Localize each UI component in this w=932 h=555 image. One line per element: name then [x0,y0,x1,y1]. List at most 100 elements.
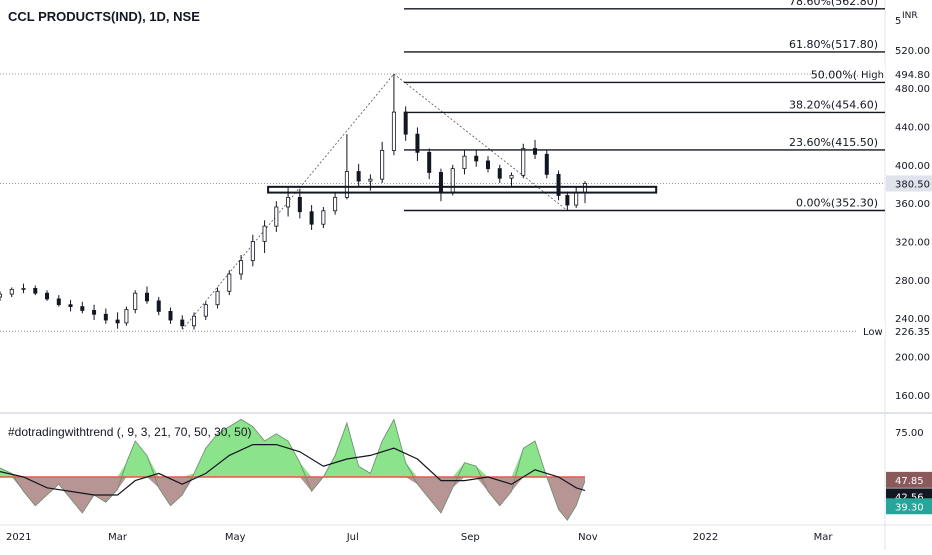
pane-separator [0,412,932,414]
candle-body [80,306,85,311]
candle-body [286,196,291,208]
candle-body [215,290,220,306]
time-tick-label: Mar [814,532,834,543]
candle-body [438,172,443,193]
candle-body [415,133,420,153]
candle-body [262,225,267,242]
last-price-label: 380.50 [895,179,930,190]
time-tick-label: Mar [108,532,128,543]
chart-title: CCL PRODUCTS(IND), 1D, NSE [8,9,200,24]
candle-body [227,273,232,292]
candle-body [474,155,479,162]
candle-body [156,300,161,312]
candle-body [533,148,538,155]
candle-body [485,160,490,170]
candle-body [544,153,549,175]
price-tick-label: 480.00 [895,84,930,95]
candle-body [0,293,3,298]
candle-body [203,304,208,317]
support-zone-box [267,185,658,194]
signal-line [0,444,586,496]
candle-body [239,260,244,275]
time-tick-label: Jul [346,532,359,543]
fib-level-label: 0.00%(352.30) [796,197,878,210]
oscillator-fill-below [0,477,585,521]
axes: 160.00 200.00 240.00 280.00 320.00 360.00 400.… [6,11,932,543]
fib-level-label: 23.60%(415.50) [789,136,878,149]
candle-body [56,298,61,306]
candle-body [297,196,302,213]
candle-body [250,241,255,262]
candle-body [462,155,467,170]
price-pane[interactable] [0,73,885,332]
high-tag-bg [858,65,885,81]
time-tick-label: Nov [578,532,598,543]
indicator-axis-label: 75.00 [895,428,924,439]
candle-body [450,168,455,193]
fib-level-label: 61.80%(517.80) [789,38,878,51]
indicator-value-label: 47.85 [895,476,924,487]
price-tick-label: 160.00 [895,391,930,402]
candle-body [497,168,502,179]
candle-body [115,319,120,324]
candle-body [309,211,314,225]
candle-body [574,192,579,206]
fib-level-label: 38.20%(454.60) [789,98,878,111]
fib-trendline-down [393,73,568,211]
candle-body [92,310,97,315]
high-price-label: 494.80 [895,70,930,81]
candle-body [403,111,408,135]
high-tag-label: High [861,70,884,81]
candle-body [168,310,173,321]
price-tick-label: 440.00 [895,122,930,133]
indicator-value-badge [886,471,932,488]
candle-body [427,151,432,173]
price-tick-label: 320.00 [895,237,930,248]
indicator-pane[interactable] [0,418,586,521]
time-tick-label: 2021 [6,532,31,543]
oscillator-fill-above [0,419,585,477]
candle-body [333,196,338,212]
currency-label: INR [902,11,918,21]
fibonacci-levels[interactable]: 78.60%(562.80)61.80%(517.80)50.00%(48638… [404,0,885,212]
candle-body [68,304,73,308]
indicator-value-label: 39.30 [895,502,924,513]
candle-body [45,292,50,300]
candle-body [9,288,14,295]
indicator-value-badge [886,498,932,515]
indicator-title: #dotradingwithtrend (, 9, 3, 21, 70, 50,… [8,425,252,439]
candle-body [521,148,526,176]
candle-body [380,150,385,180]
candle-body [583,183,588,193]
last-price-badge [886,175,932,192]
price-tick-label: 400.00 [895,161,930,172]
time-tick-label: May [225,532,246,543]
time-tick-label: Sep [461,532,480,543]
candle-body [103,313,108,321]
price-tick-label: 240.00 [895,314,930,325]
candle-body [192,315,197,327]
oscillator-line [0,418,586,521]
price-tick-label: 200.00 [895,352,930,363]
low-price-label: 226.35 [895,327,930,338]
low-tag-bg [858,323,885,339]
candle-body [565,195,570,206]
candle-body [33,287,38,294]
fib-level-label: 78.60%(562.80) [789,0,878,8]
candle-body [133,292,138,310]
indicator-value-label: 42.56 [895,492,924,503]
candle-body [556,173,561,196]
candle-body [144,292,149,302]
candle-body [21,287,26,290]
time-tick-label: 2022 [693,532,718,543]
low-tag-label: Low [863,327,883,338]
candle-body [180,319,185,327]
candle-body [391,111,396,151]
price-tick-label: 520.00 [895,46,930,57]
price-tick-label-partial: 5 [895,16,901,27]
price-tick-label: 360.00 [895,199,930,210]
candle-body [368,178,373,182]
price-tick-label: 280.00 [895,276,930,287]
